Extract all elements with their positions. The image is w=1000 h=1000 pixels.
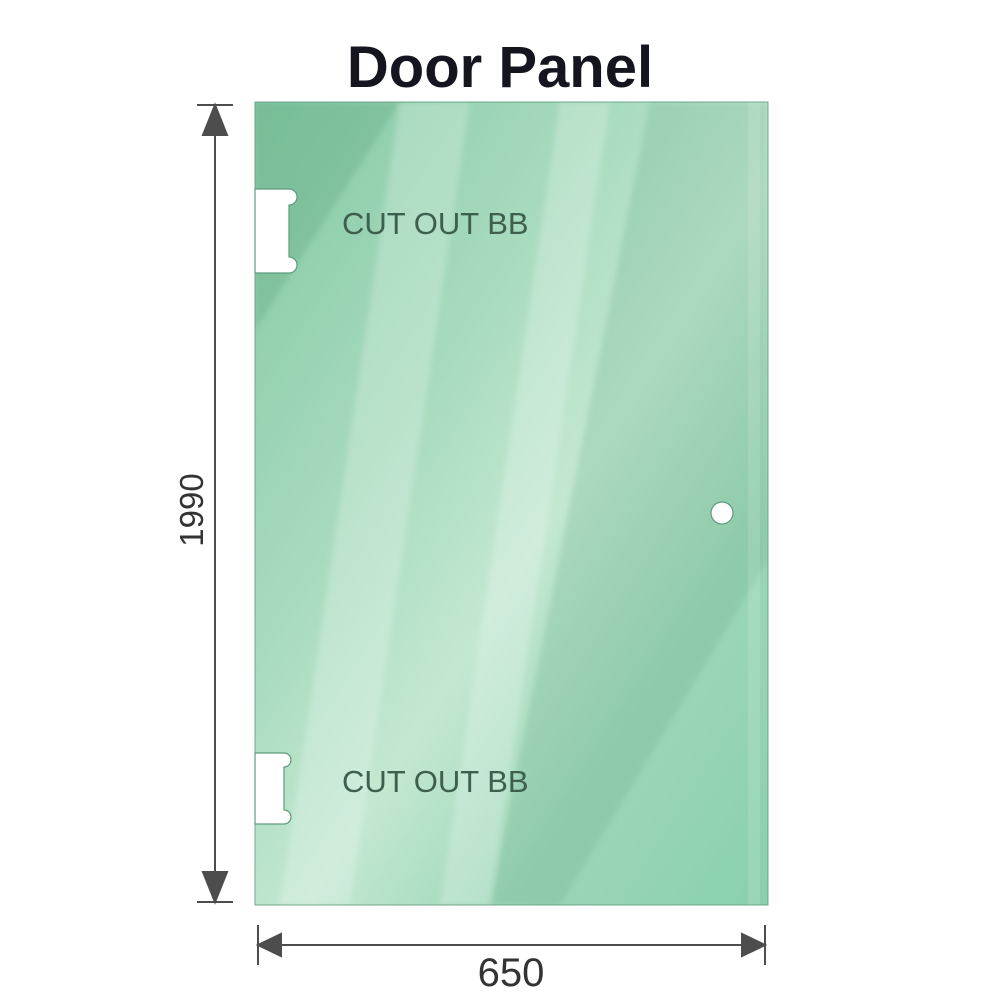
svg-text:1990: 1990	[173, 473, 210, 546]
svg-text:CUT OUT BB: CUT OUT BB	[342, 206, 529, 241]
svg-text:CUT OUT BB: CUT OUT BB	[342, 764, 529, 799]
svg-text:650: 650	[478, 951, 545, 995]
